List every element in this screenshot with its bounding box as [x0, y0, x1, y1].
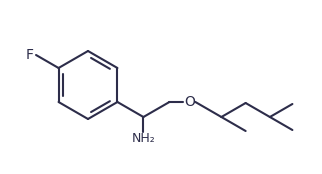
Text: O: O — [184, 95, 195, 109]
Text: NH₂: NH₂ — [132, 132, 155, 145]
Text: F: F — [26, 48, 34, 62]
